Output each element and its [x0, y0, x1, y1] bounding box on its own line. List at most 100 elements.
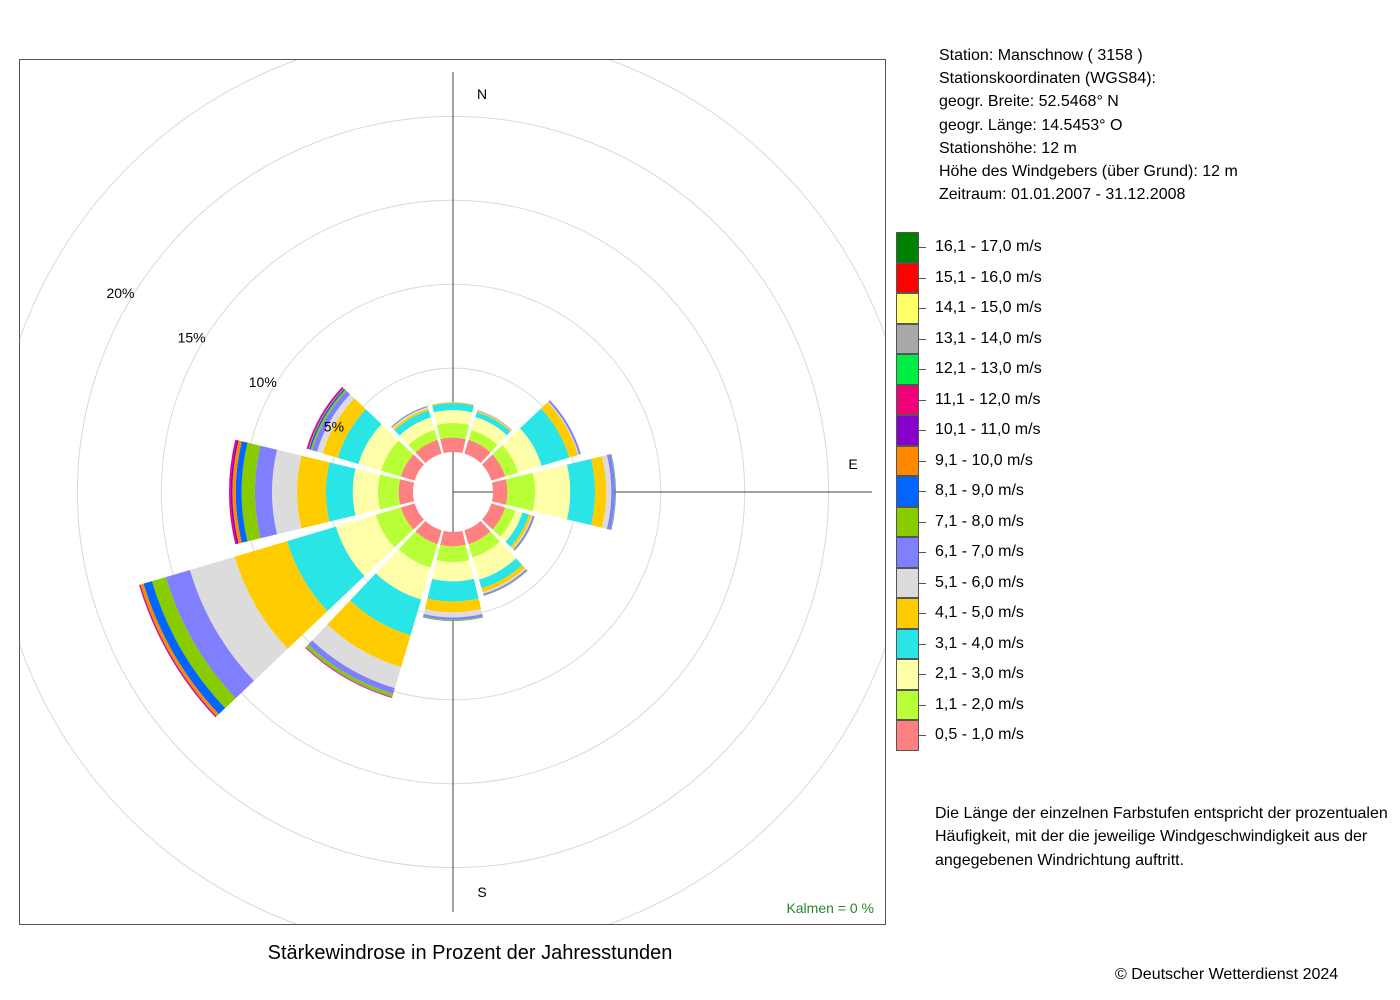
- sector-segment-120-0: [482, 503, 506, 530]
- sector-segment-120-4: [510, 514, 532, 549]
- sector-segment-300-6: [312, 390, 351, 452]
- legend-tick: [919, 613, 926, 614]
- sector-segment-150-4: [481, 564, 526, 593]
- legend-tick: [919, 338, 926, 340]
- sector-segment-120-1: [492, 507, 516, 537]
- legend-label: 1,1 - 2,0 m/s: [935, 695, 1024, 713]
- chart-caption: Stärkewindrose in Prozent der Jahresstun…: [267, 942, 673, 964]
- sector-segment-240-4: [234, 541, 328, 649]
- sector-segment-270-6: [254, 445, 278, 539]
- legend-tick: [919, 277, 926, 279]
- sector-segment-0-2: [433, 410, 473, 425]
- legend-label: 15,1 - 16,0 m/s: [935, 268, 1042, 286]
- sector-segment-330-0: [415, 439, 442, 463]
- legend-label: 9,1 - 10,0 m/s: [935, 451, 1033, 469]
- sector-segment-300-0: [400, 454, 424, 481]
- ring-label-10: 10%: [249, 374, 277, 390]
- legend-swatch: [896, 323, 919, 354]
- legend-tick: [919, 704, 926, 706]
- sector-segment-180-4: [424, 598, 482, 613]
- legend-tick: [919, 491, 926, 492]
- sector-segment-300-5: [316, 394, 355, 454]
- sector-segment-240-6: [165, 569, 254, 699]
- legend-swatch: [896, 445, 919, 476]
- longitude: geogr. Länge: 14.5453° O: [939, 116, 1123, 134]
- sector-segment-90-0: [491, 479, 508, 505]
- sector-segment-0-5: [431, 401, 475, 405]
- legend-label: 5,1 - 6,0 m/s: [935, 573, 1024, 591]
- sector-segment-60-1: [492, 445, 519, 477]
- legend-label: 11,1 - 12,0 m/s: [935, 390, 1041, 408]
- sector-segment-90-4: [591, 456, 607, 528]
- legend-tick: [919, 521, 926, 523]
- period: Zeitraum: 01.01.2007 - 31.12.2008: [939, 186, 1186, 204]
- sector-segment-240-8: [143, 581, 226, 715]
- anemometer-height: Höhe des Windgebers (über Grund): 12 m: [939, 163, 1238, 181]
- sector-segment-270-3: [325, 462, 356, 522]
- sector-segment-120-2: [500, 510, 523, 542]
- legend-swatch: [896, 659, 919, 690]
- calm-label: Kalmen = 0 %: [786, 900, 874, 916]
- sector-segment-180-8: [422, 617, 484, 622]
- sector-segment-150-3: [478, 558, 523, 589]
- sector-segment-330-4: [393, 408, 429, 431]
- legend-label: 8,1 - 9,0 m/s: [935, 482, 1024, 499]
- legend-tick: [919, 369, 926, 370]
- sector-segment-270-5: [272, 449, 302, 535]
- sector-segment-0-1: [436, 422, 470, 440]
- sector-segment-30-3: [475, 412, 511, 436]
- sector-segment-150-6: [483, 569, 528, 596]
- sector-segment-180-1: [436, 544, 470, 563]
- compass-north: N: [477, 86, 487, 102]
- legend-swatch: [896, 506, 919, 537]
- sector-segment-300-3: [337, 409, 382, 465]
- sector-segment-210-4: [327, 600, 411, 668]
- sector-segment-30-1: [468, 429, 498, 453]
- sector-segment-180-5: [423, 609, 483, 618]
- sector-segment-210-7: [306, 644, 394, 697]
- sector-segment-60-2: [502, 428, 542, 473]
- compass-south: S: [477, 884, 486, 900]
- station-height: Stationshöhe: 12 m: [939, 139, 1077, 157]
- legend-label: 12,1 - 13,0 m/s: [935, 360, 1042, 377]
- legend-swatch: [896, 537, 919, 568]
- sector-segment-330-1: [408, 429, 438, 453]
- sector-segment-270-11: [229, 439, 237, 545]
- legend-label: 14,1 - 15,0 m/s: [935, 299, 1042, 316]
- sector-segment-180-0: [440, 530, 466, 547]
- sector-segment-240-7: [151, 577, 236, 709]
- sector-segment-90-5: [602, 455, 612, 529]
- sector-segment-90-2: [532, 464, 571, 520]
- legend-tick: [919, 430, 926, 431]
- station-line: Station: Manschnow ( 3158 ): [939, 47, 1143, 64]
- sector-segment-210-2: [375, 549, 431, 600]
- sector-segment-210-3: [350, 573, 422, 636]
- sector-segment-270-2: [352, 468, 381, 516]
- legend-tick: [919, 735, 926, 736]
- legend-label: 0,5 - 1,0 m/s: [935, 726, 1024, 743]
- ring-label-5: 5%: [324, 418, 344, 434]
- sector-segment-60-6: [548, 400, 581, 455]
- sector-segment-180-6: [423, 613, 483, 620]
- sector-segment-210-6: [308, 640, 395, 694]
- coords-label: Stationskoordinaten (WGS84):: [939, 70, 1156, 88]
- legend-tick: [919, 674, 926, 675]
- legend-swatch: [896, 354, 919, 385]
- legend-swatch: [896, 415, 919, 446]
- legend-tick: [919, 399, 926, 401]
- legend-tick: [919, 552, 926, 553]
- sector-segment-270-0: [398, 479, 415, 505]
- sector-segment-210-5: [312, 624, 402, 689]
- sector-segment-330-2: [399, 417, 435, 445]
- sector-segment-60-3: [519, 408, 570, 466]
- sector-segment-0-0: [440, 437, 466, 454]
- legend-swatch: [896, 476, 919, 507]
- sector-segment-60-4: [540, 402, 579, 458]
- legend-swatch: [896, 567, 919, 598]
- sector-segment-330-5: [391, 406, 429, 429]
- sector-segment-90-1: [505, 472, 536, 512]
- legend-label: 10,1 - 11,0 m/s: [935, 421, 1041, 438]
- compass-east: E: [848, 456, 857, 472]
- sector-segment-270-10: [230, 440, 239, 544]
- sector-segment-90-6: [606, 454, 615, 530]
